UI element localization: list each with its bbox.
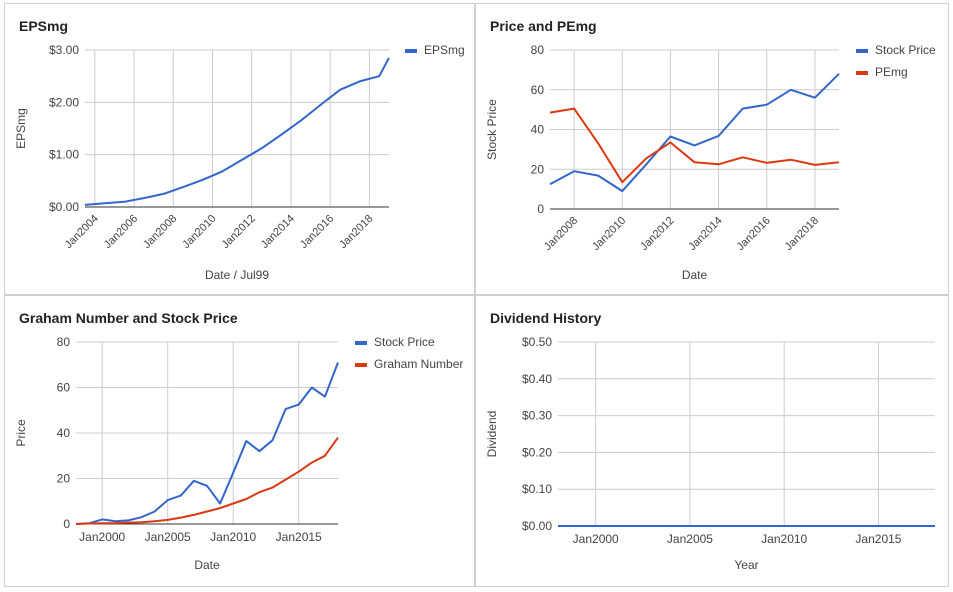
legend-entry: Stock Price <box>374 335 435 349</box>
x-tick-label: Jan2006 <box>102 213 140 251</box>
x-axis-title: Date / Jul99 <box>205 268 269 282</box>
y-tick-label: $0.50 <box>522 335 552 349</box>
series-line <box>84 57 390 206</box>
x-tick-label: Jan2005 <box>145 530 191 544</box>
y-tick-label: $2.00 <box>49 95 79 109</box>
y-tick-label: 80 <box>531 43 545 57</box>
y-tick-label: 0 <box>537 202 544 216</box>
legend-swatch <box>355 363 367 367</box>
legend-swatch <box>405 49 417 53</box>
x-tick-label: Jan2010 <box>761 532 807 546</box>
dividend-chart-panel: Dividend History $0.00 $0.10 $0.20 $0.30 $0.… <box>475 295 949 587</box>
eps-chart: $0.00 $1.00 $2.00 $3.00 Jan2004 Jan2006 Jan200… <box>14 43 465 282</box>
graham-chart-panel: Graham Number and Stock Price 0 20 40 60 80 J… <box>4 295 475 587</box>
x-tick-label: Jan2008 <box>141 213 179 251</box>
x-tick-label: Jan2010 <box>590 215 628 253</box>
legend-swatch <box>856 49 868 53</box>
x-tick-label: Jan2014 <box>686 215 724 253</box>
x-tick-label: Jan2015 <box>855 532 901 546</box>
y-tick-label: 40 <box>57 426 71 440</box>
x-tick-label: Jan2005 <box>667 532 713 546</box>
chart-title: Dividend History <box>490 310 602 326</box>
legend-swatch <box>355 341 367 345</box>
y-tick-label: $0.00 <box>522 519 552 533</box>
dividend-chart: $0.00 $0.10 $0.20 $0.30 $0.40 $0.50 Jan2000 Jan… <box>485 335 935 572</box>
y-tick-label: 20 <box>531 162 545 176</box>
price-pe-chart-panel: Price and PEmg 0 20 40 60 80 Jan2008 Jan2010 Ja… <box>475 3 949 295</box>
x-tick-label: Jan2015 <box>276 530 322 544</box>
x-tick-label: Jan2014 <box>259 213 297 251</box>
y-tick-label: 80 <box>57 335 71 349</box>
price-pe-chart: 0 20 40 60 80 Jan2008 Jan2010 Jan2012 Jan2014 Jan… <box>485 43 936 282</box>
y-tick-label: 60 <box>57 381 71 395</box>
x-tick-label: Jan2018 <box>783 215 821 253</box>
x-tick-label: Jan2016 <box>735 215 773 253</box>
chart-title: Graham Number and Stock Price <box>19 310 238 326</box>
y-tick-label: $0.40 <box>522 372 552 386</box>
series-line <box>75 437 339 525</box>
chart-title: EPSmg <box>19 18 69 34</box>
legend-entry: Stock Price <box>875 43 936 57</box>
legend-swatch <box>856 71 868 75</box>
y-tick-label: 0 <box>63 517 70 531</box>
x-tick-label: Jan2000 <box>79 530 125 544</box>
y-tick-label: 60 <box>531 83 545 97</box>
y-axis-title: Stock Price <box>485 99 499 160</box>
x-tick-label: Jan2012 <box>219 213 257 251</box>
series-line <box>549 107 840 184</box>
series-line <box>549 73 840 193</box>
x-tick-label: Jan2004 <box>63 213 101 251</box>
y-tick-label: $0.10 <box>522 482 552 496</box>
y-axis-title: Price <box>14 419 28 447</box>
chart-title: Price and PEmg <box>490 18 597 34</box>
series-line <box>75 362 339 525</box>
x-tick-label: Jan2018 <box>337 213 375 251</box>
x-axis-title: Date <box>194 558 220 572</box>
legend-entry: EPSmg <box>424 43 465 57</box>
graham-chart: 0 20 40 60 80 Jan2000 Jan2005 Jan2010 Jan2015 Dat… <box>14 335 463 572</box>
x-tick-label: Jan2008 <box>542 215 580 253</box>
legend-entry: Graham Number <box>374 357 463 371</box>
y-tick-label: $1.00 <box>49 148 79 162</box>
x-axis-title: Date <box>682 268 708 282</box>
y-axis-title: EPSmg <box>14 108 28 149</box>
y-tick-label: $0.30 <box>522 409 552 423</box>
x-axis-title: Year <box>734 558 758 572</box>
y-tick-label: $3.00 <box>49 43 79 57</box>
x-tick-label: Jan2012 <box>638 215 676 253</box>
x-tick-label: Jan2010 <box>180 213 218 251</box>
y-tick-label: 20 <box>57 472 71 486</box>
eps-chart-panel: EPSmg $0.00 $1.00 $2.00 $3.00 Jan2004 Jan2006… <box>4 3 475 295</box>
y-tick-label: $0.20 <box>522 445 552 459</box>
y-axis-title: Dividend <box>485 411 499 458</box>
x-tick-label: Jan2010 <box>210 530 256 544</box>
x-tick-label: Jan2000 <box>573 532 619 546</box>
legend-entry: PEmg <box>875 65 908 79</box>
x-tick-label: Jan2016 <box>298 213 336 251</box>
y-tick-label: 40 <box>531 123 545 137</box>
y-tick-label: $0.00 <box>49 200 79 214</box>
